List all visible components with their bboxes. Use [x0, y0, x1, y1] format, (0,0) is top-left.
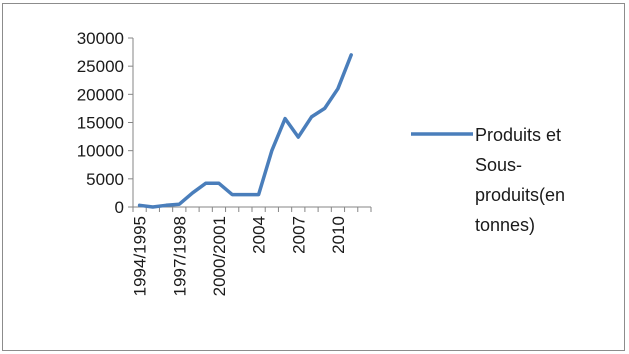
axes: [132, 38, 371, 208]
series-line: [137, 53, 353, 209]
legend-label-line-3: produits(en: [475, 185, 565, 205]
x-tick-label: 2007: [289, 216, 308, 254]
x-tick-label: 2010: [329, 216, 348, 254]
y-tick-label: 20000: [77, 85, 124, 104]
legend: Produits et Sous- produits(en tonnes): [411, 125, 565, 235]
series-group: [137, 53, 353, 209]
y-tick-label: 0: [115, 198, 124, 217]
y-tick-label: 25000: [77, 57, 124, 76]
legend-label-line-1: Produits et: [475, 125, 561, 145]
x-tick-label: 2004: [250, 216, 269, 254]
y-tick-label: 30000: [77, 29, 124, 48]
x-tick-label: 1997/1998: [170, 216, 189, 296]
legend-label-line-4: tonnes): [475, 215, 535, 235]
legend-label-line-2: Sous-: [475, 155, 522, 175]
y-tick-label: 10000: [77, 142, 124, 161]
y-axis-ticks: 0 5000 10000 15000 20000 25000 30000: [77, 29, 133, 217]
chart-frame: [2, 3, 625, 351]
x-tick-label: 1994/1995: [131, 216, 150, 296]
x-tick-label: 2000/2001: [210, 216, 229, 296]
y-tick-label: 15000: [77, 114, 124, 133]
y-tick-label: 5000: [86, 170, 124, 189]
x-axis-ticks: 1994/1995 1997/1998 2000/2001 2004 2007 2010: [131, 207, 372, 296]
